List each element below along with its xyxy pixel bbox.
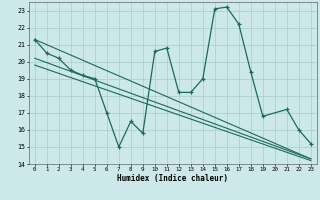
X-axis label: Humidex (Indice chaleur): Humidex (Indice chaleur)	[117, 174, 228, 183]
